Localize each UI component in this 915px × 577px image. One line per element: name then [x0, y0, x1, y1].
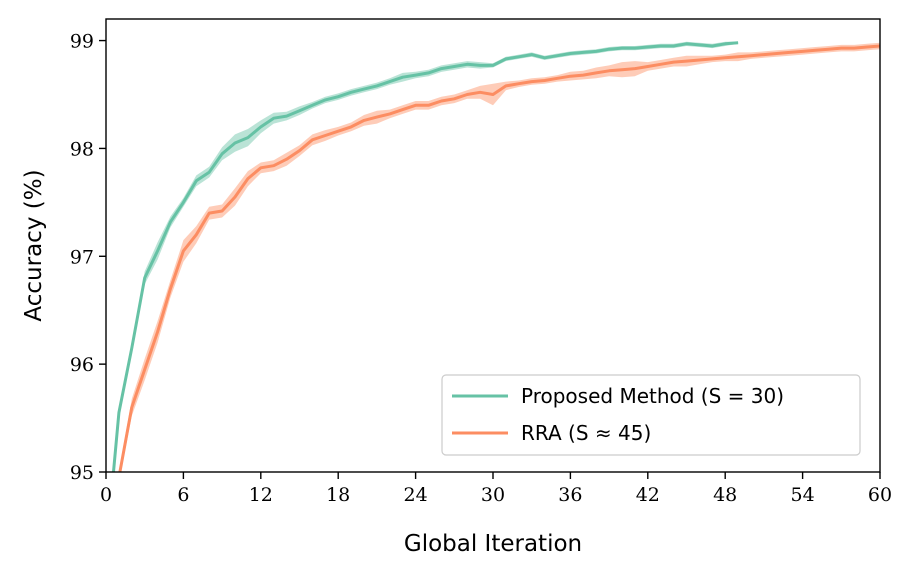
x-tick-label: 48	[713, 484, 737, 506]
line-proposed	[111, 41, 739, 472]
x-tick-label: 60	[868, 484, 892, 506]
series-lines	[111, 41, 880, 472]
legend-label-proposed: Proposed Method (S = 30)	[521, 384, 784, 408]
x-tick-label: 30	[481, 484, 505, 506]
legend-box	[441, 374, 861, 456]
y-tick-label: 98	[70, 138, 94, 160]
y-tick-label: 96	[70, 354, 94, 376]
line-rra	[118, 44, 880, 472]
y-tick-label: 95	[70, 462, 94, 484]
legend: Proposed Method (S = 30) RRA (S ≈ 45)	[441, 374, 861, 456]
y-axis-ticks: 95 96 97 98 99	[70, 31, 106, 484]
x-tick-label: 24	[404, 484, 428, 506]
y-axis-label: Accuracy (%)	[21, 169, 47, 321]
x-axis-ticks: 0 6 12 18 24 30 36 42 48 54 60	[100, 472, 892, 506]
x-tick-label: 12	[249, 484, 273, 506]
y-tick-label: 97	[70, 246, 94, 268]
y-tick-label: 99	[70, 31, 94, 53]
x-tick-label: 36	[558, 484, 582, 506]
x-axis-label: Global Iteration	[404, 531, 582, 557]
x-tick-label: 42	[636, 484, 660, 506]
x-tick-label: 54	[791, 484, 815, 506]
x-tick-label: 6	[177, 484, 189, 506]
x-tick-label: 18	[326, 484, 350, 506]
x-tick-label: 0	[100, 484, 112, 506]
legend-label-rra: RRA (S ≈ 45)	[521, 421, 651, 445]
